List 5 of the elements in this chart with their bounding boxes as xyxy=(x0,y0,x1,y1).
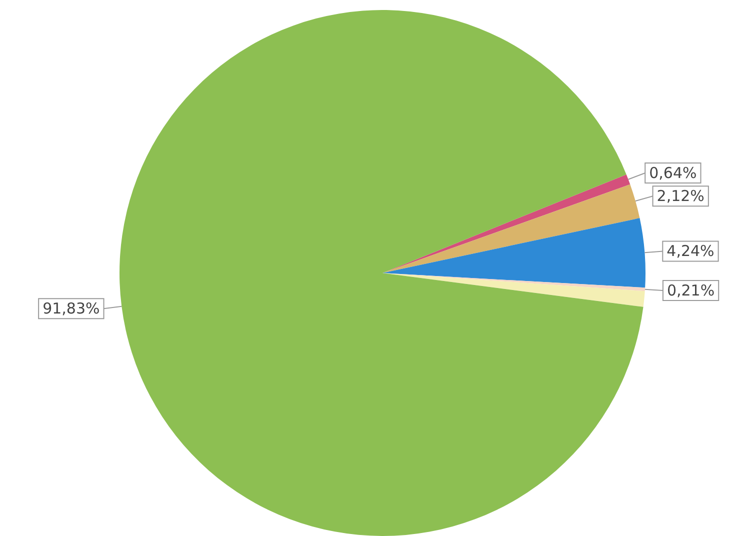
data-label: 2,12% xyxy=(656,187,704,205)
data-label: 0,64% xyxy=(649,164,697,182)
data-label: 91,83% xyxy=(42,300,100,318)
data-label: 4,24% xyxy=(666,242,714,260)
data-label: 0,21% xyxy=(666,281,715,300)
